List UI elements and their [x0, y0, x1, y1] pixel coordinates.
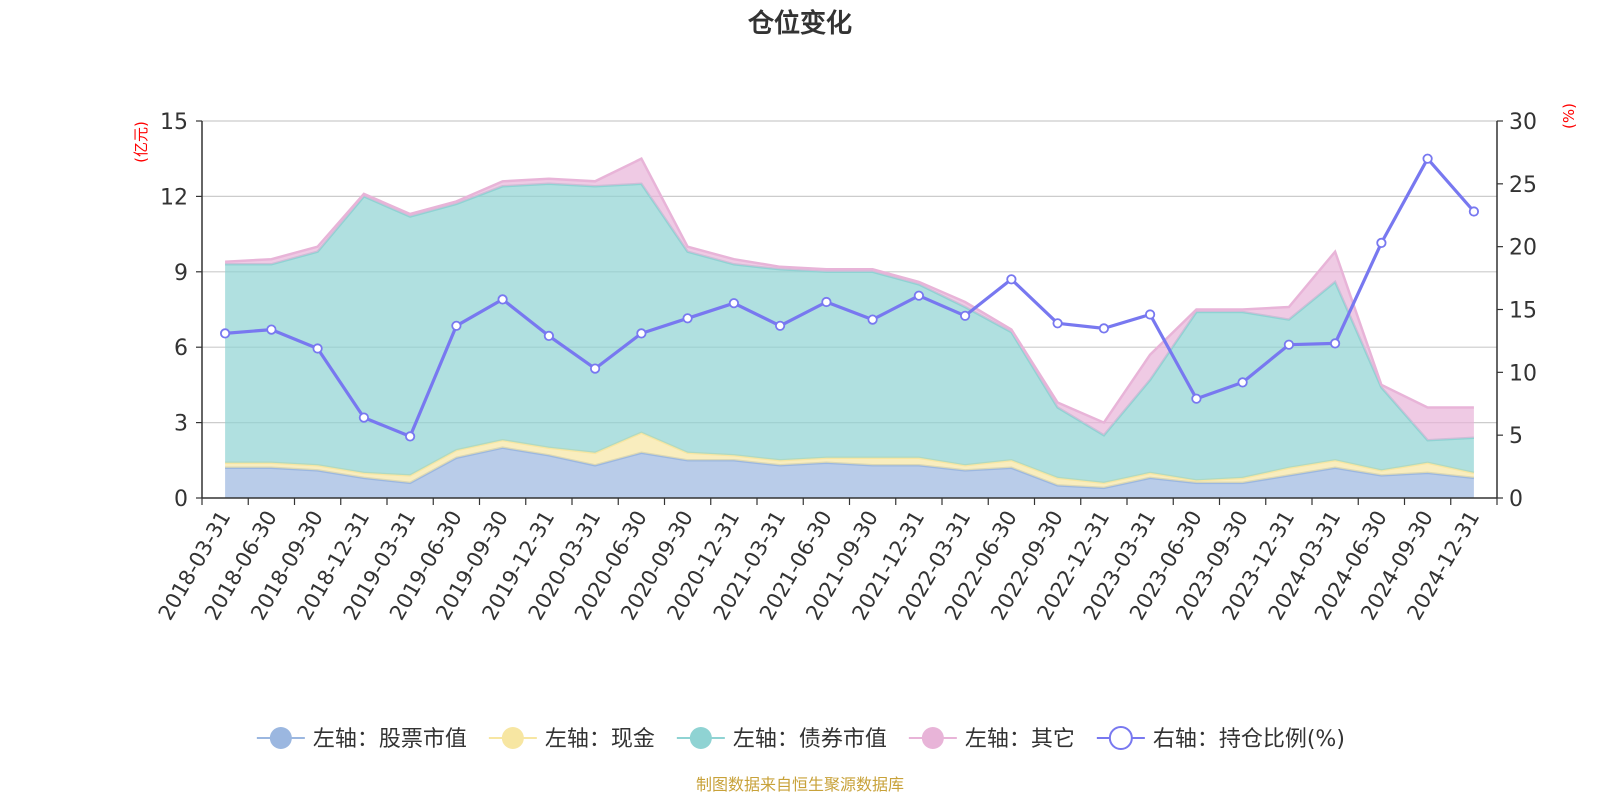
ratio-point [821, 296, 832, 308]
ratio-point [358, 412, 369, 423]
left-axis-tick-label: 15 [160, 110, 188, 135]
right-axis-tick-label: 30 [1509, 110, 1537, 135]
right-axis-tick-label: 5 [1509, 424, 1523, 449]
ratio-line-layer [220, 153, 1480, 442]
legend-marker [501, 727, 524, 749]
ratio-point [543, 330, 555, 341]
right-axis-tick-label: 20 [1509, 236, 1537, 261]
ratio-point [1376, 237, 1387, 248]
ratio-point [497, 294, 508, 305]
right-axis-tick-label: 0 [1509, 487, 1523, 512]
ratio-point [1006, 274, 1017, 285]
legend-marker [269, 727, 292, 749]
legend-label: 左轴：其它 [965, 727, 1075, 752]
area-左轴：债券市值 [225, 183, 1474, 483]
ratio-point [1237, 377, 1248, 388]
ratio-point [774, 320, 786, 331]
legend-marker [689, 727, 712, 749]
ratio-point [682, 313, 693, 324]
ratio-point [589, 363, 601, 374]
ratio-point [266, 324, 277, 335]
legend: 左轴：股票市值 左轴：现金 左轴：债券市值 左轴：其它 右轴：持仓比例(%) [256, 726, 1345, 752]
right-axis-tick-label: 25 [1509, 173, 1537, 198]
left-axis-tick-label: 6 [174, 336, 188, 361]
left-axis-tick-label: 9 [174, 261, 188, 286]
legend-label: 左轴：股票市值 [313, 727, 467, 752]
right-axis-tick-label: 10 [1509, 361, 1537, 386]
ratio-point [728, 298, 740, 309]
legend-label: 左轴：现金 [545, 727, 655, 752]
legend-label: 右轴：持仓比例(%) [1153, 727, 1345, 752]
legend-item: 左轴：股票市值 [256, 727, 467, 752]
right-axis-tick-label: 15 [1509, 299, 1537, 324]
legend-label: 左轴：债券市值 [733, 727, 887, 752]
ratio-point [636, 328, 647, 339]
ratio-point [1422, 153, 1433, 164]
area-edge-左轴：其它 [225, 157, 1474, 425]
ratio-point [451, 320, 462, 331]
legend-item: 左轴：现金 [488, 727, 655, 752]
ratio-point [1468, 206, 1480, 217]
left-axis-tick-label: 0 [174, 487, 188, 512]
source-note: 制图数据来自恒生聚源数据库 [696, 775, 904, 794]
ratio-point [1283, 339, 1295, 350]
ratio-point [404, 431, 416, 442]
chart-title: 仓位变化 [747, 8, 852, 39]
left-axis-tick-label: 3 [174, 412, 188, 437]
ratio-point [312, 343, 323, 354]
ratio-point [220, 328, 231, 339]
ratio-line [224, 157, 1476, 438]
legend-item: 右轴：持仓比例(%) [1096, 726, 1345, 752]
ratio-point [1145, 309, 1156, 320]
left-axis-unit: (亿元) [132, 121, 150, 163]
area-左轴：股票市值 [225, 447, 1474, 498]
stacked-area-layer [225, 157, 1475, 498]
ratio-point [913, 290, 925, 301]
ratio-point [867, 314, 878, 325]
right-axis-unit: (%) [1560, 103, 1578, 129]
left-axis-tick-label: 12 [160, 185, 188, 210]
legend-item: 左轴：债券市值 [676, 727, 887, 752]
ratio-point [1052, 318, 1063, 329]
legend-marker [1108, 726, 1133, 750]
ratio-point [1098, 323, 1110, 334]
ratio-point [1330, 338, 1341, 349]
legend-marker [921, 727, 944, 749]
legend-item: 左轴：其它 [908, 727, 1075, 752]
ratio-point [959, 310, 971, 321]
ratio-point [1191, 393, 1202, 404]
